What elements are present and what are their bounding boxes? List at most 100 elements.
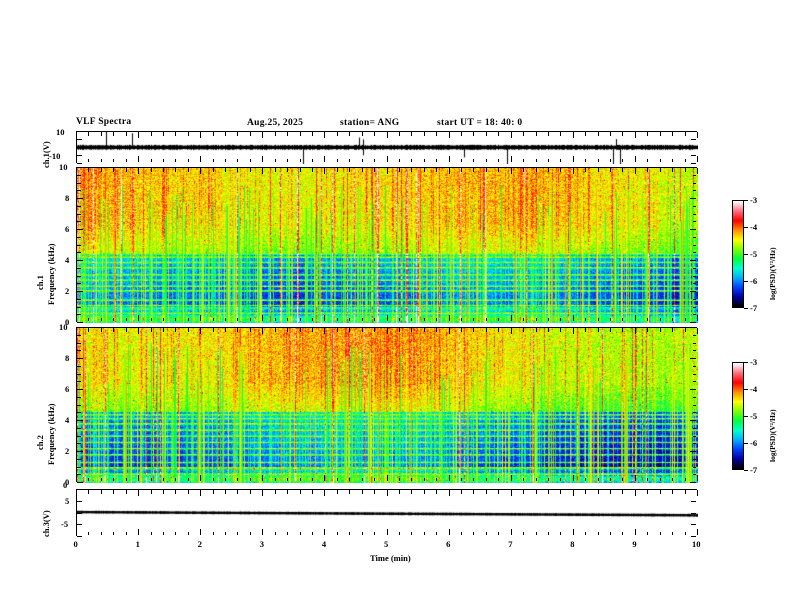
axis-tick [336,317,338,321]
axis-tick [374,317,376,321]
axis-tick [125,132,127,136]
axis-tick [361,490,363,494]
axis-tick [311,490,313,494]
axis-tick [690,322,696,323]
axis-tick [692,190,696,192]
axis-tick [77,435,81,437]
axis-tick [690,260,696,261]
axis-tick [187,168,189,172]
axis-tick [274,317,276,321]
axis-tick [692,236,696,238]
axis-tick [535,132,537,136]
axis-tick [77,358,83,359]
axis-tick [113,168,115,172]
axis-tick [138,156,140,162]
axis-tick [547,317,549,321]
axis-tick [113,328,115,332]
axis-tick [336,490,338,494]
axis-tick [77,365,81,367]
axis-tick [436,490,438,494]
axis-tick [692,213,696,215]
axis-tick [262,328,264,334]
axis-tick [436,158,438,162]
axis-tick [200,132,202,138]
axis-tick [336,158,338,162]
axis-tick [77,373,81,375]
axis-tick [76,490,77,496]
axis-tick [585,490,587,494]
axis-tick [572,490,574,496]
cbar1-tick--5: -5 [750,249,758,259]
axis-tick [672,477,674,481]
axis-tick [225,158,227,162]
axis-tick [262,475,264,481]
axis-tick [535,328,537,332]
axis-tick [692,267,696,269]
axis-tick [225,328,227,332]
axis-tick [77,205,81,207]
axis-tick [249,158,251,162]
ch3-waveform-panel [76,489,698,537]
axis-tick [162,158,164,162]
ch1-spectrogram-axis-label-2: Frequency (kHz) [46,243,56,305]
axis-tick [77,536,82,537]
axis-tick [175,490,177,494]
axis-tick [287,168,289,172]
axis-tick [187,158,189,162]
axis-tick [622,168,624,172]
axis-tick [498,132,500,136]
axis-tick [77,314,81,316]
axis-tick [510,475,512,481]
axis-tick [659,168,661,172]
axis-tick [672,531,674,535]
x-tick-label-2: 2 [197,539,202,549]
axis-tick [287,328,289,332]
axis-tick [634,132,636,138]
axis-tick [77,512,82,514]
axis-tick [610,158,612,162]
axis-tick [744,200,748,201]
ch2-ytick-2: 2 [65,446,70,456]
axis-tick [100,531,102,535]
axis-tick [125,317,127,321]
axis-tick [647,328,649,332]
axis-tick [411,158,413,162]
axis-tick [237,132,239,136]
cbar2-tick--5: -5 [750,411,758,421]
axis-tick [88,158,90,162]
axis-tick [249,328,251,332]
ch1-ytick-10: 10 [59,162,68,172]
cbar2-tick--6: -6 [750,438,758,448]
axis-tick [125,490,127,494]
axis-tick [77,342,81,344]
axis-tick [200,156,202,162]
axis-tick [299,531,301,535]
axis-tick [510,529,512,535]
axis-tick [76,132,77,138]
axis-tick [411,168,413,172]
axis-tick [692,174,696,176]
axis-tick [610,490,612,494]
axis-tick [692,458,696,460]
axis-tick [77,198,83,199]
axis-tick [237,531,239,535]
axis-tick [274,531,276,535]
axis-tick [547,477,549,481]
axis-tick [311,168,313,172]
axis-tick [691,163,696,164]
axis-tick [485,158,487,162]
axis-tick [113,477,115,481]
axis-tick [77,236,81,238]
axis-tick [398,490,400,494]
axis-tick [274,477,276,481]
axis-tick [113,317,115,321]
axis-tick [77,381,81,383]
axis-tick [498,158,500,162]
axis-tick [535,158,537,162]
axis-tick [659,490,661,494]
axis-tick [690,291,696,292]
axis-tick [691,512,696,514]
axis-tick [162,317,164,321]
axis-tick [411,531,413,535]
x-tick-label-1: 1 [135,539,140,549]
